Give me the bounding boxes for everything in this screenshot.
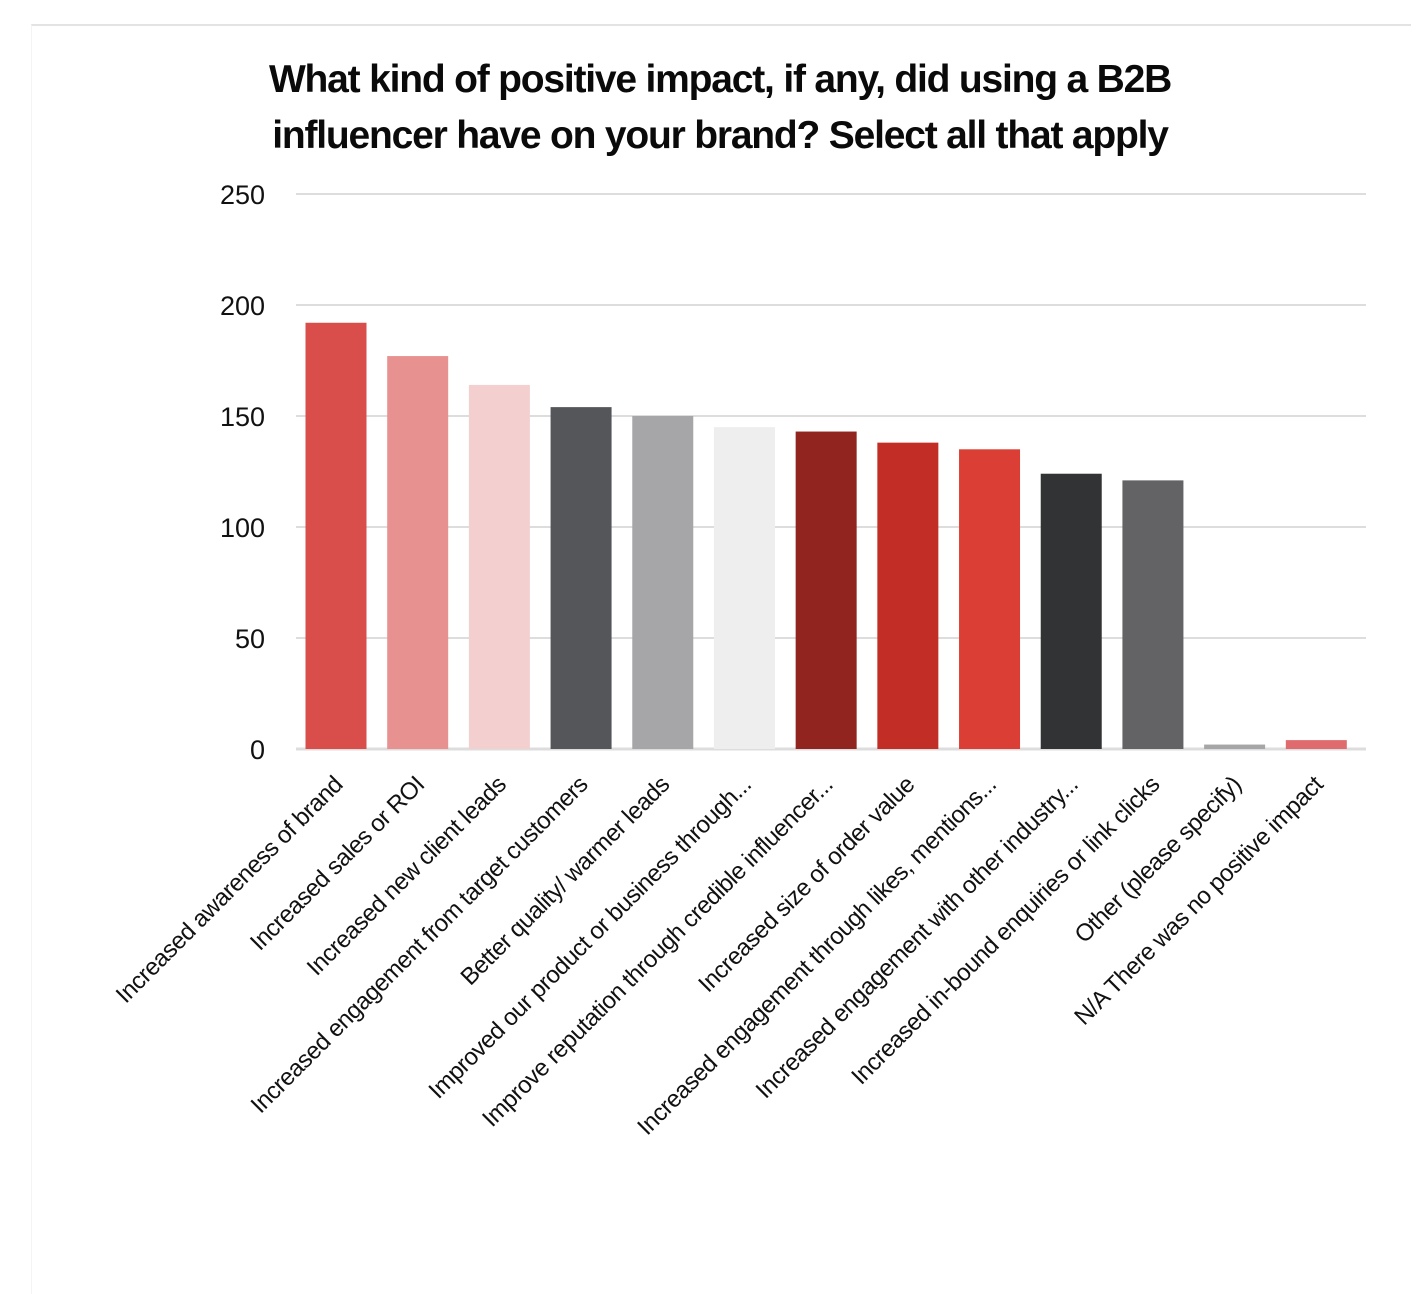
x-tick-label: Increased in-bound enquiries or link cli…	[846, 771, 1165, 1090]
bar	[1204, 744, 1266, 749]
y-tick-label: 150	[220, 402, 265, 432]
y-tick-label: 200	[220, 291, 265, 321]
bars	[305, 322, 1347, 749]
chart-title: What kind of positive impact, if any, di…	[160, 52, 1280, 164]
bar	[387, 356, 449, 749]
chart-title-line-2: influencer have on your brand? Select al…	[272, 114, 1169, 157]
bar	[1285, 740, 1347, 749]
bar	[632, 416, 694, 749]
y-tick-label: 100	[220, 513, 265, 543]
bar	[550, 407, 612, 749]
bar	[1122, 480, 1184, 749]
bar	[468, 384, 530, 749]
y-axis-ticks: 0 50 100 150 200 250	[220, 180, 265, 765]
bar	[877, 442, 939, 749]
bar	[795, 431, 857, 749]
bar	[1040, 473, 1102, 749]
bar	[713, 427, 775, 749]
chart-frame	[31, 24, 1411, 1294]
bar	[959, 449, 1021, 749]
y-tick-label: 0	[250, 735, 265, 765]
y-tick-label: 250	[220, 180, 265, 210]
chart-title-line-1: What kind of positive impact, if any, di…	[268, 58, 1172, 101]
bar	[305, 322, 367, 749]
y-tick-label: 50	[235, 624, 265, 654]
